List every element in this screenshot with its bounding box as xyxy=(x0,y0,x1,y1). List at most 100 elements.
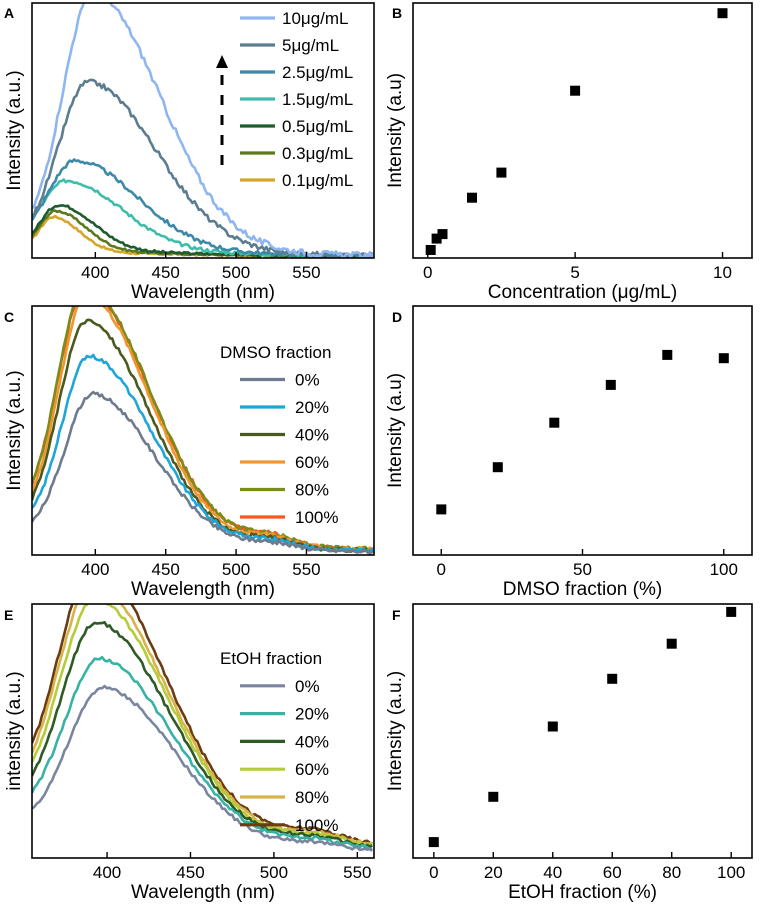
legend-label: 60% xyxy=(295,453,329,472)
data-point xyxy=(666,638,677,649)
y-axis-label: intensity (a.u.) xyxy=(4,671,25,790)
series-line-100% xyxy=(32,604,373,845)
panel-label: F xyxy=(392,607,401,623)
data-point xyxy=(467,192,477,203)
x-tick-label: 450 xyxy=(176,863,204,882)
legend-label: 0.3μg/mL xyxy=(282,144,353,163)
legend-title: EtOH fraction xyxy=(220,649,322,668)
panel-label: D xyxy=(392,309,402,325)
legend-label: 100% xyxy=(295,508,338,527)
x-tick-label: 80 xyxy=(662,863,681,882)
x-axis-label: DMSO fraction (%) xyxy=(503,579,662,600)
panel-F: 0 20 40 60 80 100 EtOH fraction (%) Intensity (… xyxy=(385,603,753,903)
x-tick-label: 550 xyxy=(292,263,320,282)
x-tick-label: 400 xyxy=(93,863,121,882)
data-point xyxy=(425,245,436,255)
plot-frame xyxy=(412,603,753,859)
x-axis-label: Wavelength (nm) xyxy=(131,579,275,600)
data-point xyxy=(662,349,673,360)
x-tick-label: 400 xyxy=(81,560,109,579)
legend-title: DMSO fraction xyxy=(220,343,331,362)
panel-D: 0 50 100 DMSO fraction (%) Intensity (a.u) D xyxy=(385,305,753,600)
legend-label: 80% xyxy=(295,481,329,500)
data-point xyxy=(437,229,448,240)
data-point xyxy=(549,417,560,428)
panel-label: E xyxy=(4,607,13,623)
legend-label: 2.5μg/mL xyxy=(282,63,353,82)
legend-label: 1.5μg/mL xyxy=(282,90,353,109)
panel-A: 10μg/mL 5μg/mL 2.5μg/mL 1.5μg/mL 0.5μg/mL 0.3… xyxy=(4,2,375,303)
data-point xyxy=(717,8,728,19)
y-axis-label: Intensity (a.u.) xyxy=(385,671,406,791)
series-group xyxy=(32,306,374,555)
legend-label: 0% xyxy=(295,677,320,696)
x-tick-label: 20 xyxy=(484,863,503,882)
data-point xyxy=(570,85,581,96)
x-tick-label: 550 xyxy=(343,863,371,882)
data-point xyxy=(496,167,507,178)
plot-frame xyxy=(412,2,753,259)
legend-label: 0.5μg/mL xyxy=(282,117,353,136)
data-point xyxy=(488,791,499,802)
panel-B: 0 5 10 Concentration (μg/mL) Intensity (a.u)… xyxy=(385,2,753,303)
data-point xyxy=(718,353,729,364)
series-line-1.5μg/mL xyxy=(32,178,374,258)
series-group xyxy=(32,3,374,258)
legend-label: 20% xyxy=(295,705,329,724)
data-point xyxy=(547,721,558,732)
plot-frame xyxy=(31,603,375,859)
legend-label: 40% xyxy=(295,426,329,445)
x-axis-label: Wavelength (nm) xyxy=(131,882,275,903)
x-tick-label: 450 xyxy=(152,263,180,282)
panel-C: DMSO fraction 0% 20% 40% 60% 80% 100% 400 450 500… xyxy=(4,305,375,600)
legend-label: 0.1μg/mL xyxy=(282,171,353,190)
x-tick-label: 400 xyxy=(81,263,109,282)
series-line-60% xyxy=(32,306,374,553)
x-tick-label: 40 xyxy=(543,863,562,882)
x-tick-label: 500 xyxy=(222,560,250,579)
data-point xyxy=(726,606,737,617)
legend-label: 5μg/mL xyxy=(282,36,339,55)
data-point xyxy=(607,673,618,684)
x-tick-label: 550 xyxy=(292,560,320,579)
x-tick-label: 60 xyxy=(603,863,622,882)
series-line-5μg/mL xyxy=(32,78,374,258)
plot-frame xyxy=(31,305,375,556)
y-axis-label: Intensity (a.u) xyxy=(385,73,406,188)
series-line-0% xyxy=(32,390,374,555)
y-axis-label: Intensity (a.u) xyxy=(385,373,406,488)
legend-label: 80% xyxy=(295,788,329,807)
data-point xyxy=(428,837,439,848)
series-line-0% xyxy=(32,684,373,852)
plot-frame xyxy=(31,2,375,259)
x-tick-label: 10 xyxy=(713,263,732,282)
series-line-80% xyxy=(32,604,373,846)
x-tick-label: 450 xyxy=(152,560,180,579)
x-axis-label: Concentration (μg/mL) xyxy=(488,282,677,303)
legend-label: 10μg/mL xyxy=(282,9,349,28)
series-group xyxy=(32,604,373,852)
series-line-60% xyxy=(32,604,373,847)
series-line-20% xyxy=(32,655,373,851)
legend-label: 40% xyxy=(295,732,329,751)
trend-arrow-head xyxy=(216,55,228,68)
legend-label: 20% xyxy=(295,398,329,417)
panel-label: C xyxy=(4,309,14,325)
y-axis-label: Intensity (a.u.) xyxy=(4,370,25,490)
x-tick-label: 50 xyxy=(573,560,592,579)
panel-label: B xyxy=(392,5,402,21)
x-tick-label: 5 xyxy=(570,263,579,282)
x-tick-label: 0 xyxy=(437,560,446,579)
legend-label: 0% xyxy=(295,371,320,390)
x-axis-label: EtOH fraction (%) xyxy=(508,882,657,903)
panel-E: EtOH fraction 0% 20% 40% 60% 80% 100% 400 450 500… xyxy=(4,603,375,903)
data-point xyxy=(605,379,616,390)
series-line-10μg/mL xyxy=(32,3,374,258)
x-tick-label: 500 xyxy=(222,263,250,282)
legend-label: 100% xyxy=(295,816,338,835)
panel-label: A xyxy=(4,5,14,21)
legend-label: 60% xyxy=(295,760,329,779)
x-tick-label: 0 xyxy=(429,863,438,882)
y-axis-label: Intensity (a.u.) xyxy=(4,70,25,190)
